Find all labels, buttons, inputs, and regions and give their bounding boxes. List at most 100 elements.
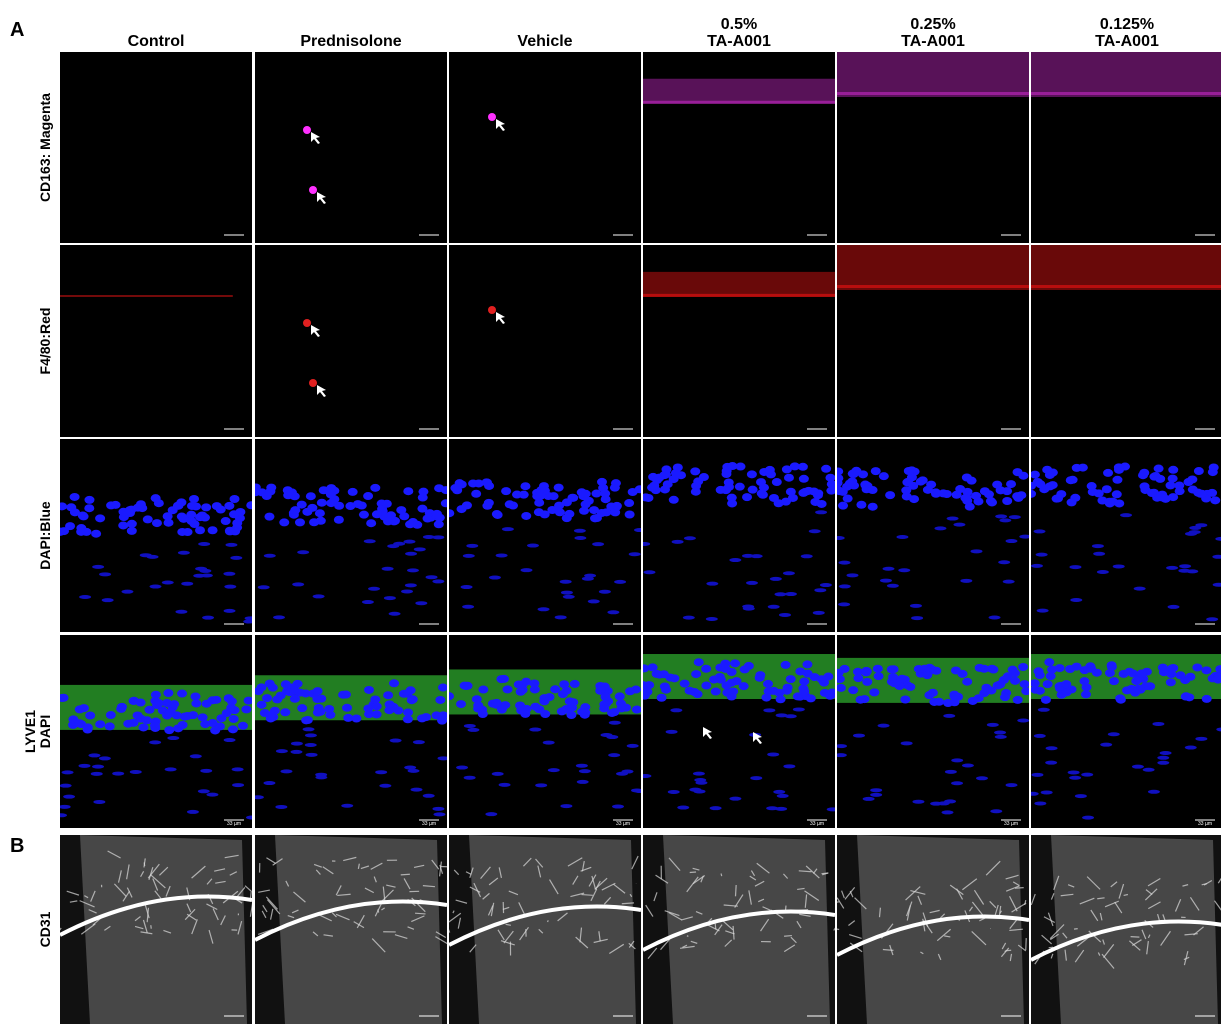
nucleus: [224, 609, 236, 613]
nucleus: [799, 678, 809, 686]
nucleus: [799, 475, 809, 483]
stain-edge: [1031, 285, 1221, 288]
nucleus: [1070, 598, 1082, 602]
nucleus: [1010, 677, 1020, 685]
nucleus: [276, 749, 288, 753]
nucleus: [1061, 688, 1071, 696]
micrograph: [449, 245, 641, 437]
nucleus: [786, 675, 796, 683]
nucleus: [216, 506, 226, 514]
nucleus: [1097, 570, 1109, 574]
nucleus: [292, 582, 304, 586]
nucleus: [484, 482, 494, 490]
nucleus: [581, 490, 591, 498]
nucleus: [102, 598, 114, 602]
nucleus: [1092, 669, 1102, 677]
nucleus: [180, 713, 190, 721]
nucleus: [668, 790, 680, 794]
nucleus: [815, 510, 827, 514]
nucleus: [976, 776, 988, 780]
nucleus: [241, 705, 251, 713]
nucleus: [592, 542, 604, 546]
nucleus: [801, 554, 813, 558]
nucleus: [874, 672, 884, 680]
nucleus: [798, 463, 808, 471]
nucleus: [520, 568, 532, 572]
nucleus: [284, 488, 294, 496]
nucleus: [266, 484, 276, 492]
nucleus: [187, 810, 199, 814]
nucleus: [413, 740, 425, 744]
nucleus: [601, 495, 611, 503]
body: ABControlPrednisoloneVehicle0.5%TA-A0010…: [0, 0, 1221, 1024]
nucleus: [1168, 475, 1178, 483]
panel-bg: [449, 635, 641, 828]
row-label: DAPI: [37, 715, 53, 748]
nucleus: [238, 722, 248, 730]
nucleus: [1166, 566, 1178, 570]
vessel: [784, 936, 792, 937]
stain-band: [1031, 245, 1221, 290]
nucleus: [280, 769, 292, 773]
nucleus: [273, 615, 285, 619]
nucleus: [297, 550, 309, 554]
nucleus: [689, 788, 701, 792]
nucleus: [175, 610, 187, 614]
panel-bg: [449, 52, 641, 243]
nucleus: [535, 783, 547, 787]
nucleus: [223, 572, 235, 576]
nucleus: [1161, 495, 1171, 503]
nucleus: [1178, 569, 1190, 573]
nucleus: [121, 590, 133, 594]
nucleus: [193, 574, 205, 578]
nucleus: [370, 695, 380, 703]
scale-bar-label: 33 µm: [810, 821, 824, 827]
nucleus: [489, 576, 501, 580]
nucleus: [730, 659, 740, 667]
tissue: [469, 835, 636, 1024]
nucleus: [607, 610, 619, 614]
nucleus: [95, 514, 105, 522]
nucleus: [297, 704, 307, 712]
nucleus: [456, 766, 468, 770]
nucleus: [951, 781, 963, 785]
nucleus: [143, 515, 153, 523]
nucleus: [1155, 475, 1165, 483]
column-header: TA-A001: [1095, 33, 1159, 50]
nucleus: [165, 767, 177, 771]
micrograph: [1031, 52, 1221, 243]
column-header: 0.125%: [1100, 16, 1154, 33]
micrograph: [444, 439, 646, 632]
nucleus: [1137, 670, 1147, 678]
nucleus: [353, 500, 363, 508]
nucleus: [924, 691, 934, 699]
nucleus: [715, 673, 725, 681]
nucleus: [839, 584, 851, 588]
nucleus: [405, 583, 417, 587]
nucleus: [622, 770, 634, 774]
nucleus: [848, 686, 858, 694]
nucleus: [1030, 679, 1040, 687]
micrograph: [643, 245, 835, 437]
nucleus: [145, 706, 155, 714]
nucleus: [981, 684, 991, 692]
nucleus: [995, 514, 1007, 518]
nucleus: [729, 558, 741, 562]
nucleus: [199, 569, 211, 573]
nucleus: [1002, 497, 1012, 505]
nucleus: [290, 695, 300, 703]
nucleus: [306, 492, 316, 500]
nucleus: [389, 679, 399, 687]
nucleus: [521, 512, 531, 520]
nucleus: [960, 579, 972, 583]
nucleus: [393, 707, 403, 715]
nucleus: [868, 486, 878, 494]
micrograph-content: [255, 52, 447, 243]
nucleus: [767, 752, 779, 756]
nucleus: [426, 575, 438, 579]
nucleus: [835, 744, 847, 748]
vessel: [547, 920, 548, 922]
nucleus: [92, 565, 104, 569]
nucleus: [990, 809, 1002, 813]
nucleus: [325, 711, 335, 719]
